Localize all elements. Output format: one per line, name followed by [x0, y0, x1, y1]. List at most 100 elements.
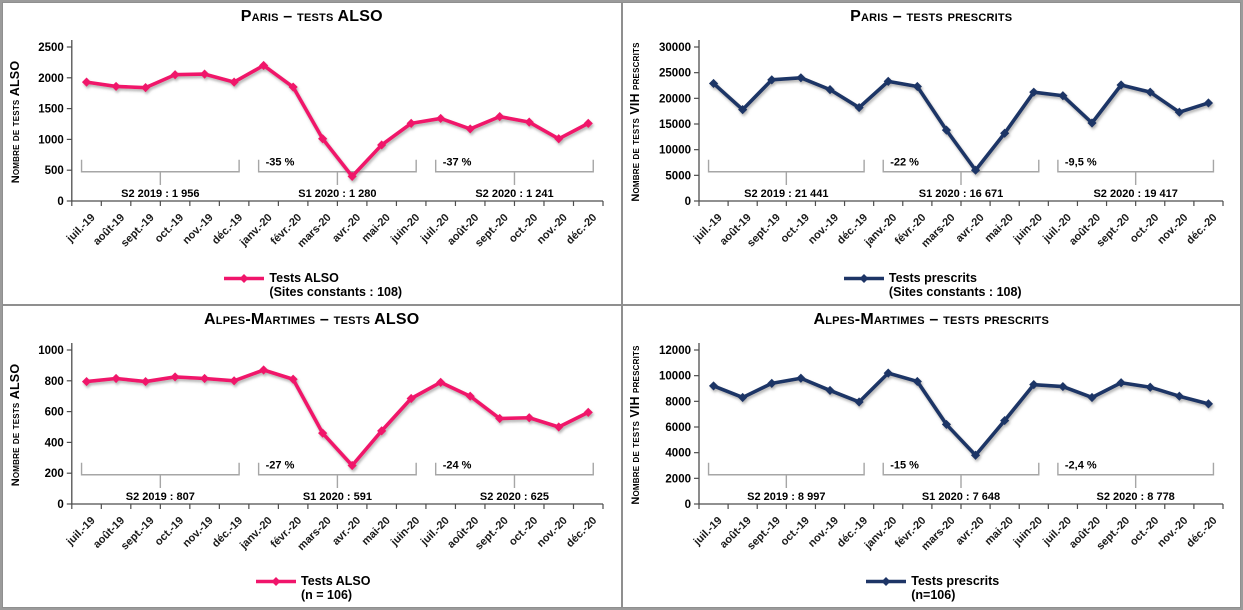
x-tick-label: mai-20 — [360, 515, 393, 548]
x-tick-label: nov.-19 — [805, 515, 840, 550]
x-tick-label: nov.-20 — [535, 515, 570, 550]
data-point-marker — [912, 376, 922, 387]
data-point-marker — [318, 134, 328, 144]
data-point-marker — [912, 81, 922, 92]
y-tick-label: 6000 — [665, 422, 691, 434]
legend-row: Tests prescrits — [863, 574, 999, 588]
legend-diamond — [239, 273, 249, 283]
data-point-marker — [229, 376, 239, 386]
chart-panel-paris-prescrits: Paris – tests prescrits Nombre de tests … — [621, 2, 1241, 305]
data-point-marker — [708, 381, 718, 391]
data-point-marker — [318, 428, 328, 438]
data-point-marker — [999, 128, 1009, 138]
x-tick-label: sept.-20 — [473, 515, 511, 553]
legend-series-marker-icon — [224, 273, 265, 283]
y-tick-label: 4000 — [665, 448, 691, 460]
y-tick-label: 0 — [684, 499, 690, 511]
annotation-label: S2 2020 : 8 778 — [1096, 491, 1174, 503]
y-axis-label-post: prescrits — [629, 42, 642, 90]
data-point-marker — [1145, 382, 1155, 392]
legend: Tests ALSO (n = 106) — [253, 574, 370, 602]
chart-title: Alpes-Martimes – tests prescrits — [813, 311, 1049, 328]
data-point-marker — [1057, 91, 1067, 101]
data-point-marker — [81, 376, 92, 387]
data-point-marker — [824, 385, 835, 396]
legend-note: (Sites constants : 108) — [888, 285, 1022, 299]
x-tick-label: avr.-20 — [330, 212, 363, 245]
y-axis-label-pre: Nombre de tests — [629, 117, 642, 202]
series-group — [708, 368, 1213, 460]
y-tick-label: 15000 — [659, 119, 691, 131]
data-point-marker — [766, 75, 776, 85]
y-axis-label-bold: VIH — [627, 396, 642, 418]
x-tick-label: nov.-20 — [1155, 515, 1190, 550]
y-tick-label: 0 — [57, 196, 63, 208]
data-point-marker — [406, 393, 416, 404]
y-axis-label-post: prescrits — [629, 345, 642, 393]
annotation-label: S2 2019 : 8 997 — [747, 491, 825, 503]
data-point-marker — [524, 413, 534, 423]
x-tick-label: nov.-19 — [805, 212, 840, 247]
x-tick-label: déc.-20 — [564, 212, 599, 247]
x-tick-label: nov.-19 — [181, 212, 216, 247]
annotation-label: S2 2019 : 807 — [126, 491, 195, 503]
data-point-marker — [554, 422, 564, 432]
x-tick-label: déc.-20 — [1184, 515, 1219, 550]
y-tick-label: 10000 — [659, 371, 691, 383]
data-point-marker — [583, 407, 593, 417]
legend-series-marker-icon — [843, 273, 884, 283]
data-point-marker — [1028, 380, 1038, 390]
y-tick-label: 200 — [45, 468, 64, 480]
series-group — [81, 365, 593, 471]
annotation-pct-label: -9,5 % — [1064, 157, 1096, 169]
data-point-marker — [795, 373, 805, 383]
legend-diamond — [859, 273, 869, 283]
annotation-pct-label: -15 % — [890, 460, 919, 472]
legend: Tests ALSO (Sites constants : 108) — [221, 271, 402, 299]
legend-series-label: Tests ALSO — [301, 574, 371, 588]
x-tick-label: sept.-19 — [119, 515, 157, 553]
y-tick-label: 2500 — [38, 42, 64, 54]
annotation-pct-label: -35 % — [266, 157, 295, 169]
x-tick-label: juin-20 — [388, 515, 422, 549]
legend-series-label: Tests ALSO — [269, 271, 339, 285]
series-line — [711, 75, 1210, 172]
x-tick-label: avr.-20 — [953, 515, 986, 548]
legend-note: (Sites constants : 108) — [269, 285, 403, 299]
data-point-marker — [229, 77, 239, 87]
data-point-marker — [737, 392, 747, 403]
y-axis-label: Nombre de tests ALSO — [8, 31, 22, 213]
y-tick-label: 1500 — [38, 104, 64, 116]
y-axis-label-pre: Nombre de tests — [10, 402, 22, 487]
data-point-marker — [999, 415, 1009, 426]
data-point-marker — [1116, 378, 1126, 388]
x-tick-label: janv.-20 — [237, 212, 275, 250]
annotation-label: S1 2020 : 7 648 — [921, 491, 999, 503]
data-point-marker — [554, 134, 564, 144]
y-tick-label: 800 — [45, 376, 64, 388]
data-point-marker — [288, 374, 298, 384]
x-tick-label: nov.-20 — [1155, 212, 1190, 247]
annotation-pct-label: -24 % — [443, 460, 472, 472]
chart-plot: 05001000150020002500juil.-19août-19sept.… — [38, 40, 604, 250]
chart-title: Alpes-Martimes – tests ALSO — [204, 311, 420, 328]
x-tick-label: janv.-20 — [237, 515, 275, 553]
y-tick-label: 600 — [45, 407, 64, 419]
data-point-marker — [406, 118, 416, 128]
chart-plot: 020004000600080001000012000juil.-19août-… — [659, 343, 1224, 553]
bracket-annotation — [434, 462, 594, 476]
data-point-marker — [1057, 381, 1067, 392]
legend-row: Tests ALSO — [253, 574, 370, 588]
data-point-marker — [1174, 391, 1184, 401]
x-tick-label: avr.-20 — [953, 212, 986, 245]
x-tick-label: mai-20 — [982, 515, 1015, 548]
legend-series-marker-icon — [256, 576, 297, 586]
y-axis-label: Nombre de tests VIH prescrits — [628, 31, 642, 213]
y-tick-label: 1000 — [38, 345, 64, 357]
x-tick-label: nov.-20 — [535, 212, 570, 247]
y-tick-label: 8000 — [665, 396, 691, 408]
annotation-pct-label: -27 % — [266, 460, 295, 472]
data-point-marker — [436, 113, 446, 124]
legend-diamond — [881, 576, 891, 586]
